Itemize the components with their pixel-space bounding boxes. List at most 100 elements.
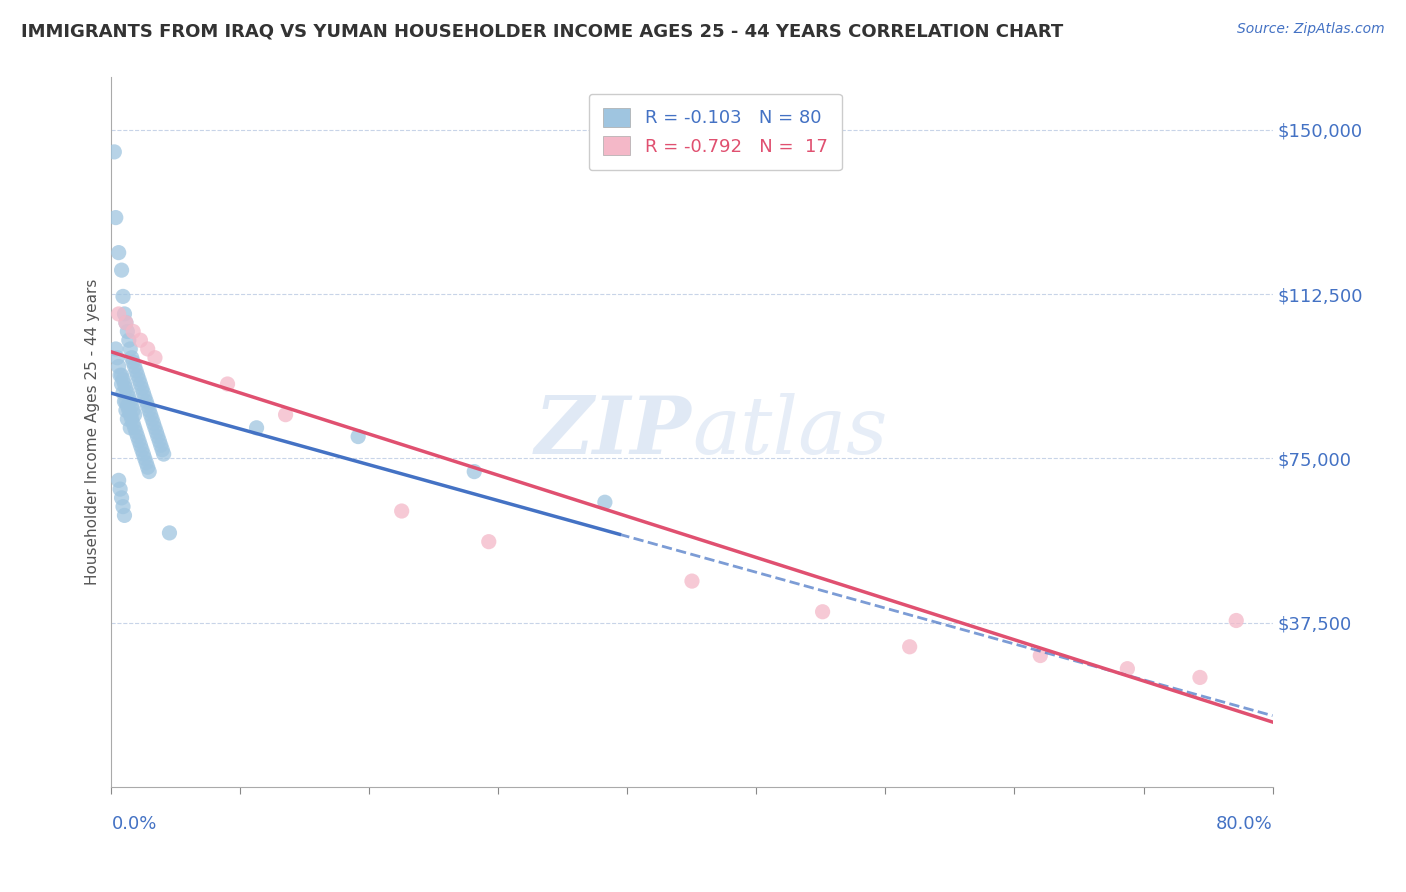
Point (118, 403, 141, 417)
Point (125, 364, 148, 378)
Point (107, 474, 129, 488)
Point (681, 574, 703, 588)
Point (593, 495, 616, 509)
Point (136, 460, 159, 475)
Point (245, 421, 267, 435)
Point (107, 307, 129, 321)
Point (1029, 648, 1052, 663)
Point (114, 377, 136, 392)
Point (129, 438, 152, 452)
Point (132, 447, 155, 461)
Point (104, 342, 127, 356)
Point (136, 342, 159, 356)
Point (152, 447, 174, 461)
Point (121, 399, 143, 413)
Point (108, 368, 131, 383)
Point (141, 412, 163, 426)
Point (122, 403, 145, 417)
Point (143, 351, 166, 365)
Text: atlas: atlas (692, 393, 887, 471)
Point (124, 408, 146, 422)
Point (111, 500, 134, 514)
Point (115, 403, 138, 417)
Text: 80.0%: 80.0% (1216, 815, 1272, 833)
Point (121, 351, 143, 365)
Point (138, 403, 160, 417)
Point (127, 429, 149, 443)
Point (107, 359, 129, 374)
Point (118, 390, 141, 404)
Point (131, 442, 153, 457)
Point (149, 438, 172, 452)
Point (110, 491, 132, 505)
Point (103, 145, 125, 159)
Point (111, 373, 134, 387)
Point (120, 394, 142, 409)
Point (132, 385, 155, 400)
Point (478, 534, 501, 549)
Point (114, 394, 136, 409)
Point (114, 307, 136, 321)
Point (898, 640, 921, 654)
Point (127, 368, 149, 383)
Point (115, 381, 138, 395)
Point (111, 289, 134, 303)
Point (463, 465, 485, 479)
Point (121, 412, 143, 426)
Point (1225, 614, 1247, 628)
Point (105, 351, 128, 365)
Point (1188, 670, 1211, 684)
Point (124, 421, 146, 435)
Point (135, 456, 157, 470)
Point (139, 408, 162, 422)
Point (145, 425, 167, 440)
Point (135, 394, 157, 409)
Text: 0.0%: 0.0% (111, 815, 157, 833)
Text: IMMIGRANTS FROM IRAQ VS YUMAN HOUSEHOLDER INCOME AGES 25 - 44 YEARS CORRELATION : IMMIGRANTS FROM IRAQ VS YUMAN HOUSEHOLDE… (21, 22, 1063, 40)
Point (120, 342, 142, 356)
Point (124, 359, 146, 374)
Point (217, 377, 239, 392)
Point (136, 399, 159, 413)
Point (1116, 662, 1139, 676)
Point (134, 451, 156, 466)
Point (120, 421, 142, 435)
Point (107, 245, 129, 260)
Point (128, 434, 150, 448)
Point (110, 377, 132, 392)
Point (142, 417, 165, 431)
Point (122, 417, 145, 431)
Text: ZIP: ZIP (536, 393, 692, 471)
Point (274, 408, 297, 422)
Point (115, 394, 138, 409)
Point (125, 425, 148, 440)
Point (131, 381, 153, 395)
Point (347, 429, 370, 443)
Point (108, 482, 131, 496)
Point (122, 325, 145, 339)
Point (104, 211, 127, 225)
Point (128, 373, 150, 387)
Point (150, 442, 173, 457)
Text: Source: ZipAtlas.com: Source: ZipAtlas.com (1237, 22, 1385, 37)
Point (134, 390, 156, 404)
Point (120, 408, 142, 422)
Point (129, 333, 152, 347)
Point (146, 429, 169, 443)
Point (117, 399, 139, 413)
Point (114, 508, 136, 523)
Point (118, 333, 141, 347)
Point (138, 465, 160, 479)
Point (111, 385, 134, 400)
Point (115, 316, 138, 330)
Point (117, 412, 139, 426)
Point (159, 525, 181, 540)
Point (115, 316, 138, 330)
Y-axis label: Householder Income Ages 25 - 44 years: Householder Income Ages 25 - 44 years (86, 279, 100, 585)
Point (148, 434, 170, 448)
Point (811, 605, 834, 619)
Point (129, 377, 152, 392)
Legend: R = -0.103   N = 80, R = -0.792   N =  17: R = -0.103 N = 80, R = -0.792 N = 17 (589, 94, 842, 170)
Point (143, 421, 166, 435)
Point (391, 504, 413, 518)
